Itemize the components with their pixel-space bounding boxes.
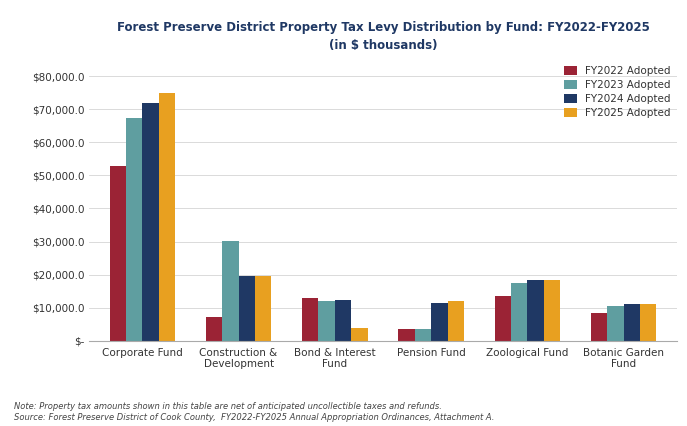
Bar <box>238 276 255 341</box>
Bar <box>302 299 319 341</box>
Bar <box>159 93 175 341</box>
Bar <box>319 301 335 341</box>
Bar <box>255 276 271 341</box>
Bar <box>640 304 657 341</box>
Bar <box>591 313 607 341</box>
Bar <box>624 305 640 341</box>
Bar <box>511 283 528 341</box>
Bar <box>607 306 624 341</box>
Legend: FY2022 Adopted, FY2023 Adopted, FY2024 Adopted, FY2025 Adopted: FY2022 Adopted, FY2023 Adopted, FY2024 A… <box>560 62 675 123</box>
Bar <box>126 118 142 341</box>
Bar <box>109 166 126 341</box>
Bar <box>351 328 368 341</box>
Title: Forest Preserve District Property Tax Levy Distribution by Fund: FY2022-FY2025
(: Forest Preserve District Property Tax Le… <box>117 20 649 52</box>
Bar <box>528 279 544 341</box>
Bar <box>431 303 447 341</box>
Bar <box>335 300 351 341</box>
Bar <box>447 301 464 341</box>
Bar <box>398 329 415 341</box>
Bar <box>495 296 511 341</box>
Bar <box>544 279 560 341</box>
Text: Note: Property tax amounts shown in this table are net of anticipated uncollecti: Note: Property tax amounts shown in this… <box>14 402 494 422</box>
Bar <box>415 328 431 341</box>
Bar <box>222 241 238 341</box>
Bar <box>206 317 222 341</box>
Bar <box>142 103 159 341</box>
